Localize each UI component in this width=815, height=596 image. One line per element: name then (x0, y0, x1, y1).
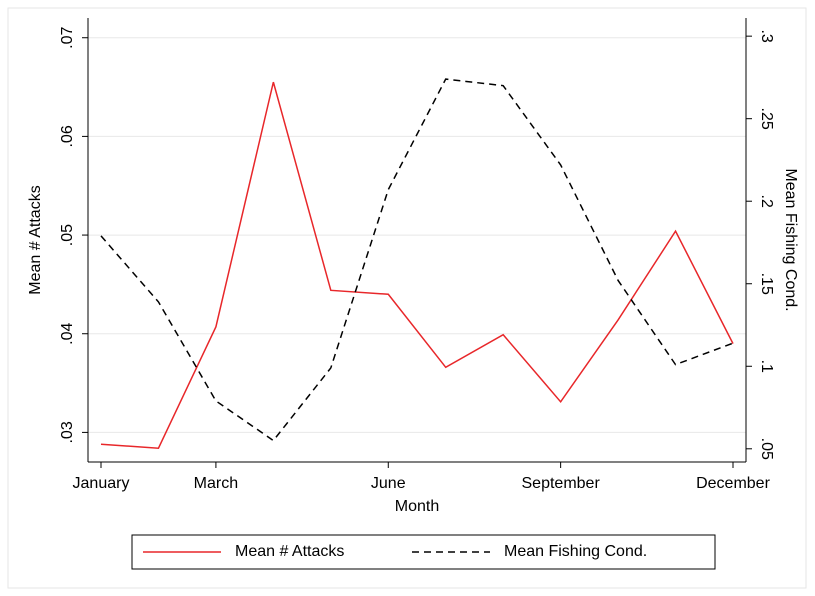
x-tick-label: January (73, 475, 130, 492)
legend-box (131, 534, 716, 570)
y2-tick-label: .1 (758, 360, 775, 373)
y-tick-label: .05 (59, 224, 76, 246)
series-line (100, 81, 734, 449)
y-tick-label: .03 (59, 421, 76, 443)
y2-tick-label: .3 (758, 29, 775, 42)
y-tick-label: .04 (59, 323, 76, 345)
y2-tick-label: .25 (758, 108, 775, 130)
y-tick-label: .07 (59, 27, 76, 49)
series-line (100, 78, 734, 442)
x-tick-label: March (194, 475, 238, 492)
y2-tick-label: .2 (758, 195, 775, 208)
y2-tick-label: .05 (758, 438, 775, 460)
x-axis-title: Month (395, 498, 439, 515)
y-axis-title: Mean # Attacks (27, 185, 44, 294)
x-tick-label: September (522, 475, 601, 492)
x-tick-label: December (696, 475, 770, 492)
y2-axis-title: Mean Fishing Cond. (782, 168, 799, 311)
outer-frame (7, 7, 807, 589)
legend-label: Mean Fishing Cond. (504, 543, 647, 560)
x-tick-label: June (371, 475, 406, 492)
y-tick-label: .06 (59, 125, 76, 147)
y2-tick-label: .15 (758, 273, 775, 295)
legend-label: Mean # Attacks (235, 543, 344, 560)
